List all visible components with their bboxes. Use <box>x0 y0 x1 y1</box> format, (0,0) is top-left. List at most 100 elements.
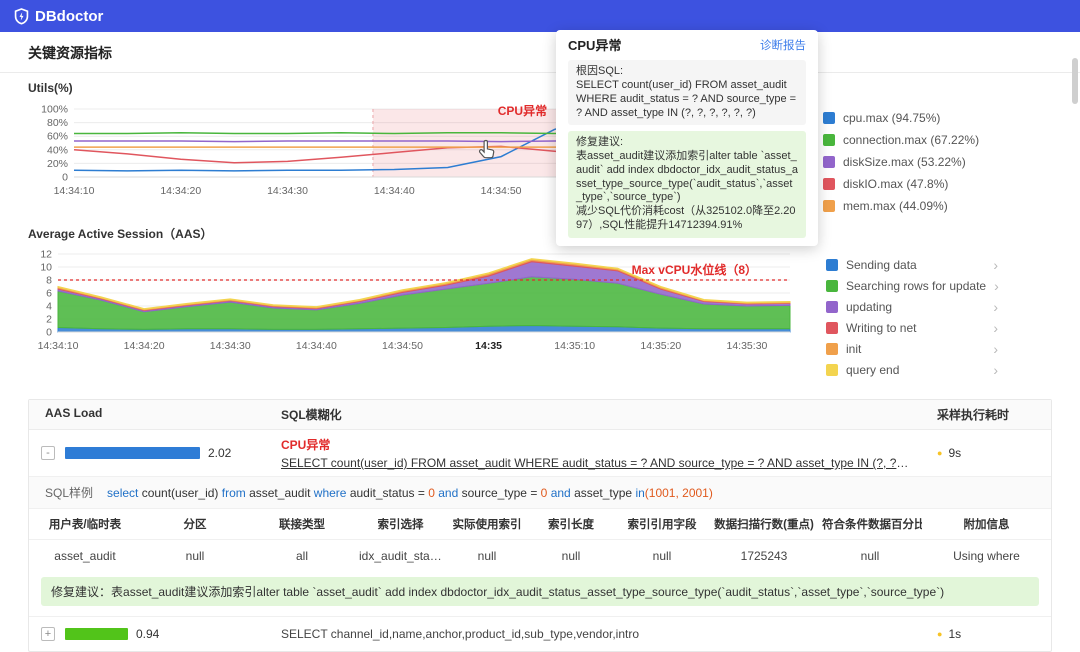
sql-sample-row: SQL样例 select count(user_id) from asset_a… <box>29 476 1051 509</box>
plan-cell: 1725243 <box>740 549 788 563</box>
col-header-duration: 采样执行耗时 <box>937 408 1010 422</box>
plan-cell: Using where <box>953 549 1020 563</box>
utils-chart-section: Utils(%) 0 20% 40% 60% 80% 100% 14:34:10 14:34:… <box>0 73 1080 213</box>
y-tick-label: 6 <box>46 288 52 300</box>
root-sql-label: 根因SQL: <box>576 65 624 78</box>
legend-item[interactable]: diskSize.max (53.22%) <box>823 155 979 169</box>
y-tick-label: 100% <box>41 104 68 116</box>
brand-logo[interactable]: DBdoctor <box>14 8 103 25</box>
plan-cell: all <box>295 549 308 563</box>
duration-cell: ● 9s <box>921 446 1051 460</box>
sql-token: audit_status = <box>346 485 429 500</box>
max-vcpu-threshold-label: Max vCPU水位线（8） <box>632 262 757 277</box>
legend-item[interactable]: cpu.max (94.75%) <box>823 111 979 125</box>
legend-item[interactable]: mem.max (44.09%) <box>823 199 979 213</box>
y-tick-label: 80% <box>47 117 68 129</box>
y-tick-label: 0 <box>62 172 68 184</box>
diagnosis-report-link[interactable]: 诊断报告 <box>760 39 806 52</box>
x-tick-label: 14:35 <box>475 340 502 352</box>
page-header: 关键资源指标 <box>0 32 1080 73</box>
anomaly-annotation[interactable]: CPU异常 <box>498 103 547 118</box>
plan-column-header: 索引长度 <box>528 509 614 540</box>
sql-sample-code: select count(user_id) from asset_audit w… <box>107 486 713 500</box>
y-tick-label: 8 <box>46 275 52 287</box>
legend-item[interactable]: query end › <box>826 363 998 377</box>
legend-item[interactable]: Sending data › <box>826 258 998 272</box>
scrollbar-thumb[interactable] <box>1072 58 1078 104</box>
legend-item[interactable]: diskIO.max (47.8%) <box>823 177 979 191</box>
aas-load-table: AAS Load SQL模糊化 采样执行耗时 - 2.02 CPU异常 SELE… <box>28 399 1052 652</box>
fix-label: 修复建议： <box>51 585 112 599</box>
sql-text[interactable]: SELECT channel_id,name,anchor,product_id… <box>281 627 640 641</box>
fix-text: 表asset_audit建议添加索引alter table `asset_aud… <box>111 585 945 599</box>
legend-label: mem.max (44.09%) <box>843 199 948 213</box>
legend-swatch <box>826 322 838 334</box>
collapse-toggle-icon[interactable]: - <box>41 446 55 460</box>
legend-label: cpu.max (94.75%) <box>843 111 941 125</box>
legend-label: diskSize.max (53.22%) <box>843 155 966 169</box>
chevron-right-icon[interactable]: › <box>993 320 998 336</box>
aas-load-cell: 2.02 <box>65 446 265 460</box>
plan-column-header: 实际使用索引 <box>446 509 528 540</box>
plan-cell: asset_audit <box>54 549 116 563</box>
x-tick-label: 14:34:40 <box>374 185 415 197</box>
legend-swatch <box>826 343 838 355</box>
legend-label: Writing to net <box>846 321 917 335</box>
plan-column-header: 数据扫描行数(重点) <box>710 509 818 540</box>
legend-swatch <box>826 259 838 271</box>
y-tick-label: 20% <box>47 158 68 170</box>
app-header: DBdoctor <box>0 0 1080 32</box>
chevron-right-icon[interactable]: › <box>993 362 998 378</box>
hand-cursor-icon <box>478 139 495 159</box>
fix-label: 修复建议: <box>576 136 624 149</box>
sql-token: and <box>434 485 462 500</box>
popup-title: CPU异常 <box>568 38 622 53</box>
legend-label: diskIO.max (47.8%) <box>843 177 949 191</box>
plan-column-header: 附加信息 <box>922 509 1051 540</box>
plan-cell: null <box>652 549 672 563</box>
fix-suggestion-box: 修复建议: 表asset_audit建议添加索引alter table `ass… <box>568 131 806 238</box>
x-tick-label: 14:34:50 <box>382 340 423 352</box>
sql-token: from <box>221 485 246 500</box>
plan-column-header: 符合条件数据百分比 <box>818 509 922 540</box>
expand-toggle-icon[interactable]: + <box>41 627 55 641</box>
x-tick-label: 14:35:30 <box>727 340 768 352</box>
legend-item[interactable]: init › <box>826 342 998 356</box>
y-tick-label: 0 <box>46 327 52 339</box>
legend-item[interactable]: connection.max (67.22%) <box>823 133 979 147</box>
legend-item[interactable]: Writing to net › <box>826 321 998 335</box>
aas-load-cell: 0.94 <box>65 627 265 641</box>
utils-chart-title: Utils(%) <box>28 81 73 95</box>
sql-text-link[interactable]: SELECT count(user_id) FROM asset_audit W… <box>281 456 909 470</box>
legend-item[interactable]: updating › <box>826 300 998 314</box>
duration-value: 9s <box>948 446 962 460</box>
x-tick-label: 14:34:20 <box>124 340 165 352</box>
sql-token: source_type = <box>461 485 541 500</box>
anomaly-label: CPU异常 <box>281 438 331 452</box>
legend-swatch <box>826 364 838 376</box>
duration-cell: ● 1s <box>921 627 1051 641</box>
popup-header: CPU异常 诊断报告 <box>568 38 806 54</box>
root-sql-box: 根因SQL: SELECT count(user_id) FROM asset_… <box>568 60 806 126</box>
x-tick-label: 14:35:10 <box>554 340 595 352</box>
x-tick-label: 14:34:30 <box>267 185 308 197</box>
y-tick-label: 10 <box>40 262 52 274</box>
chevron-right-icon[interactable]: › <box>993 341 998 357</box>
legend-label: init <box>846 342 862 356</box>
table-header-row: AAS Load SQL模糊化 采样执行耗时 <box>29 400 1051 430</box>
sql-token: 0 <box>428 485 435 500</box>
plan-column-header: 分区 <box>141 509 249 540</box>
legend-item[interactable]: Searching rows for update › <box>826 278 999 294</box>
plan-column-header: 用户表/临时表 <box>29 509 141 540</box>
chevron-right-icon[interactable]: › <box>993 257 998 273</box>
chevron-right-icon[interactable]: › <box>993 299 998 315</box>
x-tick-label: 14:34:50 <box>481 185 522 197</box>
aas-legend: Sending data › Searching rows for update › u… <box>826 258 999 377</box>
x-tick-label: 14:34:20 <box>160 185 201 197</box>
fix-suggestion-row: 修复建议：表asset_audit建议添加索引alter table `asse… <box>41 577 1039 606</box>
legend-label: updating <box>846 300 893 314</box>
sql-token: select <box>107 485 142 500</box>
page-title: 关键资源指标 <box>28 45 112 61</box>
chevron-right-icon[interactable]: › <box>994 278 999 294</box>
